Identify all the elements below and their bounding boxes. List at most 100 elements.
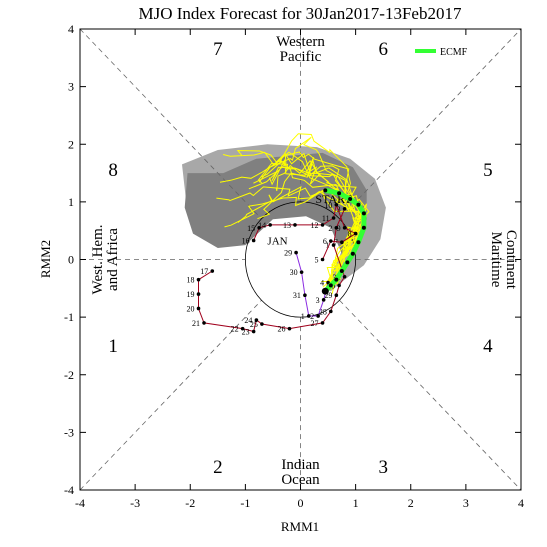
forecast-mean-point	[334, 277, 339, 282]
observed-dec-day-label: 26	[277, 325, 285, 334]
observed-recent-point	[321, 298, 326, 302]
x-tick-label: -2	[185, 496, 195, 510]
shade-inner	[184, 152, 367, 254]
region-label: Indian	[281, 457, 320, 473]
forecast-mean-point	[323, 188, 328, 193]
observed-jan-point	[329, 239, 333, 243]
observed-recent-point	[316, 314, 320, 318]
observed-dec-point	[331, 243, 336, 247]
observed-recent-point	[294, 250, 298, 255]
observed-recent-day-label: 31	[293, 291, 301, 300]
observed-dec-day-label: 20	[187, 304, 195, 313]
region-label: Continent	[503, 230, 519, 290]
forecast-mean-point	[328, 283, 333, 288]
observed-dec-day-label: 29	[324, 291, 332, 300]
observed-jan-point	[257, 226, 261, 230]
observed-dec-day-label: 18	[187, 276, 195, 285]
y-axis-label: RMM2	[38, 240, 53, 278]
observed-dec-point	[337, 283, 341, 288]
observed-dec-day-label: 21	[192, 319, 200, 328]
observed-jan-point	[268, 223, 272, 227]
observed-jan-point	[320, 223, 325, 227]
region-label: Western	[276, 34, 325, 50]
phase-divider-line	[339, 28, 522, 220]
observed-recent-day-label: 4	[320, 279, 324, 288]
observed-dec-point	[334, 293, 339, 298]
phase-grid	[79, 28, 522, 491]
spread-shading	[182, 144, 386, 292]
observed-recent-point	[299, 270, 304, 274]
observed-dec-day-label: 19	[187, 290, 195, 299]
observed-dec-day-label: 17	[200, 267, 208, 276]
observed-dec-point	[210, 269, 215, 273]
x-tick-label: 1	[353, 496, 359, 510]
ensemble-member-line	[237, 185, 370, 295]
phase-number: 8	[108, 160, 118, 181]
phase-number: 7	[213, 39, 223, 60]
region-label: and Africa	[105, 228, 121, 291]
x-axis-label: RMM1	[281, 519, 319, 534]
observed-jan-day-label: 9	[337, 224, 341, 233]
x-tick-label: 4	[518, 496, 524, 510]
phase-divider-line	[339, 299, 522, 491]
x-tick-label: -1	[240, 496, 250, 510]
observed-dec-point	[240, 326, 245, 331]
observed-dec-day-label: 3	[337, 205, 341, 214]
y-tick-label: 1	[68, 195, 74, 209]
ensemble-member-line	[258, 136, 358, 281]
forecast-mean	[321, 187, 367, 295]
forecast-mean-point	[361, 211, 366, 216]
observed-jan-day-label: 16	[242, 236, 250, 245]
region-label: Maritime	[488, 232, 504, 288]
x-tick-label: 2	[408, 496, 414, 510]
observed-track: 1718192021222324252627282930311231615141…	[187, 192, 358, 337]
observed-dec-day-label: 22	[231, 325, 239, 334]
observed-dec-point	[196, 306, 201, 311]
observed-recent-day-label: 2	[310, 312, 314, 321]
observed-recent-day-label: 30	[290, 268, 298, 277]
forecast-mean-point	[356, 240, 361, 245]
observed-jan-point	[334, 202, 339, 207]
phase-number: 6	[378, 39, 388, 60]
observed-dec-point	[260, 322, 264, 326]
observed-dec-point	[196, 292, 201, 296]
forecast-mean-point	[361, 225, 366, 230]
forecast-mean-point	[356, 202, 361, 207]
observed-jan-day-label: 13	[283, 221, 291, 230]
region-label: Pacific	[280, 49, 322, 65]
observed-recent-point	[303, 293, 307, 298]
month-label: JAN	[267, 235, 287, 247]
observed-jan-point	[331, 216, 336, 220]
observed-jan-day-label: 10	[324, 201, 332, 210]
observed-dec-point	[342, 274, 347, 279]
observed-dec-day-label: 24	[244, 316, 252, 325]
observed-dec-point	[342, 206, 347, 211]
ensemble-member-line	[275, 159, 364, 286]
unit-circle	[244, 201, 357, 318]
phase-number: 4	[483, 336, 493, 357]
region-label: West. Hem.	[90, 224, 106, 294]
observed-jan-point	[293, 223, 297, 227]
observed-jan-day-label: 11	[322, 214, 330, 223]
observed-recent-point	[326, 280, 330, 285]
y-tick-label: -3	[64, 425, 74, 439]
x-tick-label: 0	[298, 496, 304, 510]
observed-jan-day-label: 12	[311, 221, 319, 230]
observed-jan-day-label: 7	[334, 238, 338, 247]
observed-jan-line	[253, 202, 357, 260]
ensemble-member-line	[219, 159, 367, 286]
observed-dec-day-label: 23	[242, 328, 250, 337]
chart-title: MJO Index Forecast for 30Jan2017-13Feb20…	[139, 4, 462, 23]
observed-recent-point	[306, 314, 311, 318]
legend-label: ECMF	[440, 47, 468, 58]
observed-jan-day-label: 15	[247, 224, 255, 233]
observed-jan-point	[353, 231, 358, 236]
phase-number: 2	[213, 457, 223, 478]
y-tick-label: -2	[64, 368, 74, 382]
observed-recent-day-label: 1	[301, 312, 305, 321]
observed-jan-point	[320, 257, 325, 262]
observed-dec-point	[202, 321, 206, 325]
observed-jan-day-label: 14	[258, 221, 266, 230]
